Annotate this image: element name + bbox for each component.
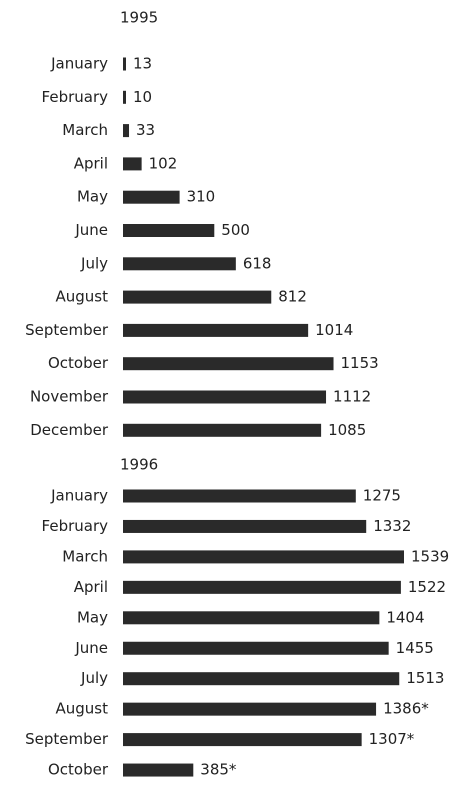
bar: [123, 157, 142, 171]
category-label: August: [56, 288, 109, 306]
value-label: 1386*: [383, 700, 429, 718]
bar: [123, 57, 126, 71]
bar: [123, 224, 215, 237]
category-label: February: [42, 88, 109, 106]
value-label: 1153: [341, 354, 379, 372]
category-label: September: [25, 730, 109, 748]
bar: [123, 489, 356, 503]
bar: [123, 423, 322, 437]
value-label: 500: [221, 221, 250, 239]
bar: [123, 323, 309, 337]
category-label: May: [77, 608, 108, 626]
value-label: 1455: [396, 639, 434, 657]
bar: [123, 550, 404, 564]
category-label: May: [77, 188, 108, 206]
category-label: April: [74, 578, 108, 596]
bar: [123, 763, 194, 777]
category-label: July: [80, 254, 108, 272]
value-label: 1014: [315, 321, 353, 339]
value-label: 310: [187, 188, 216, 206]
value-label: 1112: [333, 388, 371, 406]
category-label: March: [62, 121, 108, 139]
bar: [123, 124, 130, 138]
bar: [123, 611, 380, 625]
category-label: February: [42, 517, 109, 535]
value-label: 1085: [328, 421, 366, 439]
value-label: 1275: [363, 487, 401, 505]
category-label: August: [56, 700, 109, 718]
category-label: June: [74, 221, 108, 239]
value-label: 1539: [411, 547, 449, 565]
value-label: 102: [149, 154, 178, 172]
bar: [123, 390, 327, 404]
bar: [123, 290, 272, 304]
category-label: January: [50, 487, 108, 505]
value-label: 33: [136, 121, 155, 139]
value-label: 812: [278, 288, 307, 306]
category-label: January: [50, 55, 108, 73]
category-label: June: [74, 639, 108, 657]
bar: [123, 257, 236, 271]
bar: [123, 733, 362, 747]
bar: [123, 672, 400, 686]
bar: [123, 641, 389, 655]
value-label: 385*: [200, 761, 237, 779]
bar: [123, 519, 367, 533]
value-label: 13: [133, 55, 152, 73]
value-label: 618: [243, 254, 272, 272]
value-label: 1332: [373, 517, 411, 535]
category-label: November: [30, 388, 109, 406]
bar: [123, 580, 401, 594]
bar: [123, 702, 377, 716]
bar: [123, 90, 126, 104]
category-label: December: [30, 421, 109, 439]
category-label: October: [48, 761, 109, 779]
group-title: 1995: [120, 9, 158, 27]
bar: [123, 190, 180, 204]
bar: [123, 357, 334, 371]
value-label: 1522: [408, 578, 446, 596]
value-label: 1404: [386, 608, 424, 626]
group-title: 1996: [120, 456, 158, 474]
value-label: 10: [133, 88, 152, 106]
category-label: September: [25, 321, 109, 339]
category-label: March: [62, 547, 108, 565]
value-label: 1307*: [369, 730, 415, 748]
value-label: 1513: [406, 669, 444, 687]
category-label: October: [48, 354, 109, 372]
category-label: April: [74, 154, 108, 172]
category-label: July: [80, 669, 108, 687]
